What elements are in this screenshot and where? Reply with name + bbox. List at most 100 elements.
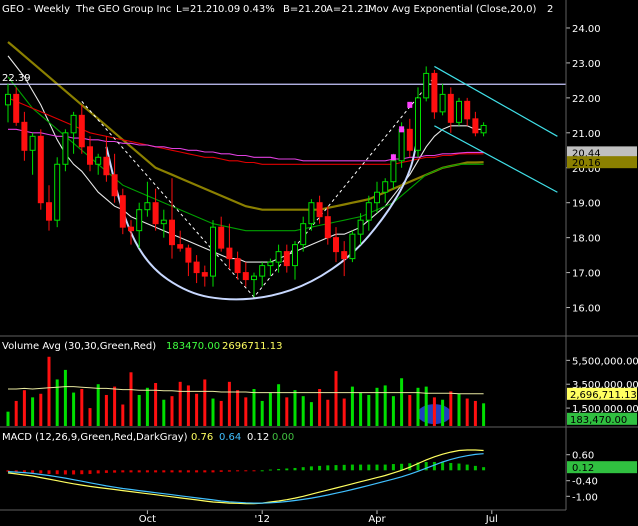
candle-body: [128, 226, 134, 232]
candle-body: [111, 174, 118, 197]
price-tick-label: 22.00: [572, 94, 601, 105]
header-ask: A=21.21: [326, 4, 370, 15]
candle-body: [415, 97, 421, 151]
last-value-label: 20.44: [572, 148, 601, 159]
macd-histogram-bar: [63, 470, 67, 475]
volume-avg-box: [567, 387, 637, 400]
price-tick-label: 16.00: [572, 304, 601, 315]
volume-bar: [367, 394, 371, 426]
candle-body: [210, 226, 216, 277]
macd-histogram-bar: [145, 470, 149, 473]
macd-histogram-bar: [104, 470, 108, 473]
header-symbol: GEO - Weekly: [2, 4, 70, 15]
volume-bar: [178, 381, 182, 426]
moving-average-line: [7, 97, 484, 165]
macd-histogram-bar: [211, 470, 215, 473]
header-pct: 0.43%: [243, 4, 275, 15]
candle-body: [119, 195, 126, 228]
volume-bar: [359, 392, 363, 426]
macd-histogram-bar: [301, 467, 305, 471]
x-tick-label: Apr: [368, 514, 386, 525]
candle-body: [95, 156, 102, 165]
macd-histogram-bar: [391, 464, 395, 471]
macd-last-label: 0.12: [572, 463, 594, 474]
macd-histogram-bar: [80, 470, 84, 475]
candle-body: [357, 219, 364, 235]
volume-bar: [408, 394, 412, 426]
macd-histogram-bar: [227, 470, 231, 472]
volume-bar: [195, 393, 199, 426]
candle-body: [292, 244, 298, 267]
candle-body: [390, 160, 397, 183]
macd-histogram-bar: [129, 470, 133, 473]
header-last: L=21.21: [176, 4, 219, 15]
macd-histogram-bar: [31, 470, 35, 473]
volume-bar: [63, 369, 67, 426]
volume-value-1: 183470.00: [166, 341, 220, 352]
candle-body: [456, 100, 462, 123]
volume-bar: [293, 390, 297, 426]
candle-body: [341, 251, 348, 260]
volume-bar: [326, 399, 330, 426]
candle-body: [333, 237, 339, 253]
volume-bar: [350, 386, 354, 426]
candle-body: [160, 219, 167, 225]
volume-bar: [72, 392, 76, 426]
macd-histogram-bar: [400, 463, 404, 471]
candle-body: [275, 251, 282, 263]
macd-tick-label: -0.40: [572, 477, 598, 488]
volume-bar: [14, 400, 18, 426]
volume-bar: [441, 399, 445, 426]
volume-bar: [473, 400, 477, 426]
volume-panel: Volume Avg (30,30,Green,Red) 183470.00 2…: [2, 341, 638, 426]
macd-histogram-bar: [55, 470, 59, 475]
macd-histogram-bar: [424, 461, 428, 471]
macd-histogram-bar: [72, 470, 76, 475]
volume-bar: [457, 393, 461, 426]
signal-marker: [390, 154, 396, 161]
macd-histogram-bar: [39, 470, 43, 474]
macd-histogram-bar: [268, 469, 272, 471]
volume-bar: [6, 411, 10, 426]
header-study: Mov Avg Exponential (Close,20,0): [368, 4, 536, 15]
candle-body: [185, 247, 192, 263]
volume-bar: [416, 387, 420, 426]
candle-body: [234, 258, 241, 274]
macd-histogram-bar: [367, 464, 371, 471]
macd-histogram-bar: [186, 470, 190, 473]
signal-marker: [399, 126, 405, 133]
macd-histogram-bar: [416, 462, 420, 471]
macd-histogram-bar: [383, 464, 387, 471]
volume-bar: [244, 397, 248, 426]
macd-histogram-bar: [244, 470, 248, 472]
price-tick-label: 21.00: [572, 129, 601, 140]
candle-body: [218, 226, 225, 249]
volume-bar: [113, 386, 117, 426]
macd-histogram-bar: [121, 470, 125, 473]
candle-body: [464, 100, 471, 120]
macd-histogram-bar: [6, 470, 10, 472]
volume-bar: [219, 400, 223, 426]
volume-value-2: 2696711.13: [222, 341, 282, 352]
volume-bar: [252, 389, 256, 426]
x-axis: Oct '12 Apr Jul: [0, 509, 566, 525]
macd-histogram-bar: [236, 470, 240, 472]
candle-body: [439, 93, 446, 113]
candle-body: [62, 132, 69, 165]
macd-line: [7, 449, 484, 505]
macd-histogram-bar: [293, 467, 297, 471]
macd-histogram-bar: [309, 466, 313, 471]
macd-histogram-bar: [285, 468, 289, 471]
volume-bar: [137, 394, 141, 426]
volume-bar: [318, 389, 322, 426]
last-value-box: [567, 156, 637, 169]
volume-bar: [400, 378, 404, 426]
header-company: The GEO Group Inc: [75, 4, 171, 15]
candle-body: [70, 114, 77, 134]
volume-label: Volume Avg (30,30,Green,Red): [2, 341, 156, 352]
channel-upper-line: [434, 65, 558, 137]
volume-bar: [22, 390, 26, 426]
volume-bar: [39, 393, 43, 426]
volume-bar: [309, 402, 313, 426]
